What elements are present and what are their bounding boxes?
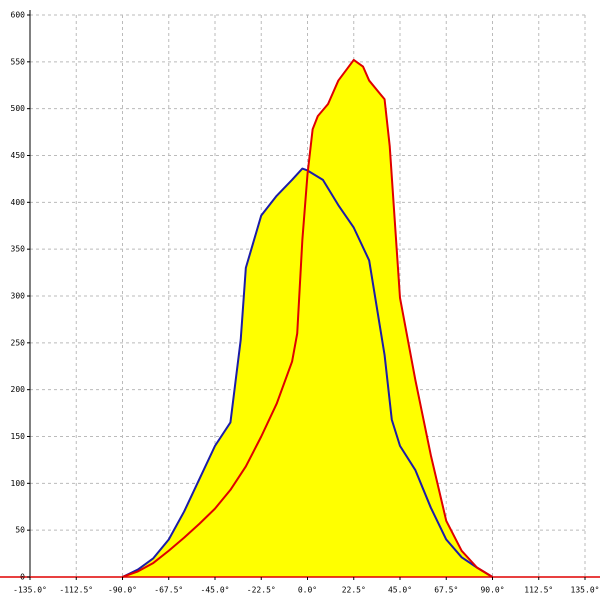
y-tick-label: 150 (11, 432, 26, 441)
lines (122, 58, 494, 578)
x-tick-label: 112.5° (524, 586, 553, 595)
area (122, 59, 493, 577)
y-tick-label: 50 (15, 526, 25, 535)
y-tick-label: 450 (11, 151, 26, 160)
y-tick-label: 500 (11, 104, 26, 113)
x-tick-label: -90.0° (108, 586, 137, 595)
line (122, 167, 494, 578)
x-tick-label: 90.0° (480, 586, 504, 595)
y-tick-label: 300 (11, 292, 26, 301)
x-tick-label: 67.5° (434, 586, 458, 595)
y-tick-label: 550 (11, 57, 26, 66)
x-tick-label: 22.5° (342, 586, 366, 595)
tick-labels: 0 50 100 150 200 250 300 350 400 450 500 550 600 -135… (11, 11, 600, 595)
x-tick-label: 135.0° (571, 586, 600, 595)
y-tick-label: 250 (11, 338, 26, 347)
x-tick-label: 0.0° (298, 586, 317, 595)
areas (122, 59, 493, 578)
y-tick-label: 100 (11, 479, 26, 488)
y-tick-label: 350 (11, 245, 26, 254)
line (122, 58, 494, 578)
x-tick-label: -45.0° (201, 586, 230, 595)
x-tick-label: -67.5° (154, 586, 183, 595)
x-tick-label: -112.5° (59, 586, 93, 595)
y-tick-label: 0 (20, 573, 25, 582)
y-tick-label: 400 (11, 198, 26, 207)
x-tick-label: -135.0° (13, 586, 47, 595)
x-tick-label: -22.5° (247, 586, 276, 595)
y-tick-label: 600 (11, 11, 26, 20)
y-tick-label: 200 (11, 385, 26, 394)
x-tick-label: 45.0° (388, 586, 412, 595)
